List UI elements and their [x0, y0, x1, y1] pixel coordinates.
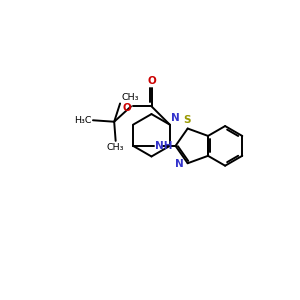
- Text: N: N: [171, 113, 180, 123]
- Text: NH: NH: [155, 141, 173, 151]
- Text: N: N: [176, 159, 184, 169]
- Text: O: O: [122, 103, 131, 113]
- Text: CH₃: CH₃: [107, 143, 124, 152]
- Text: H₃C: H₃C: [74, 116, 92, 125]
- Text: O: O: [147, 76, 156, 86]
- Text: CH₃: CH₃: [122, 93, 139, 102]
- Text: S: S: [183, 115, 191, 125]
